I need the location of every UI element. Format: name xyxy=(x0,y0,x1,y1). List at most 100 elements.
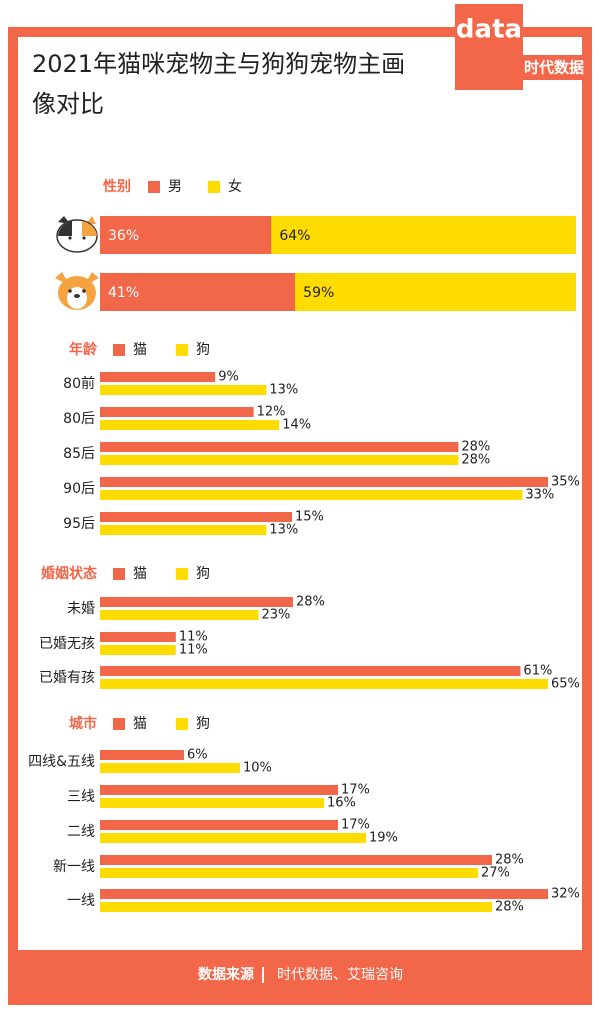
legend-label: 狗 xyxy=(196,716,210,732)
category-label: 一线 xyxy=(67,893,95,909)
logo-name-block xyxy=(518,55,590,80)
value-label: 28% xyxy=(296,595,325,610)
category-label: 四线&五线 xyxy=(28,754,95,770)
logo-name: 时代数据 xyxy=(524,59,584,77)
separator xyxy=(262,967,264,983)
source-label: 数据来源 xyxy=(198,966,254,983)
bar-segment xyxy=(100,216,272,254)
value-label: 11% xyxy=(179,643,208,658)
bar xyxy=(100,679,548,689)
value-label: 16% xyxy=(327,796,356,811)
bar xyxy=(100,750,184,760)
legend-label: 猫 xyxy=(133,716,147,732)
value-label: 9% xyxy=(218,370,239,385)
legend-label: 男 xyxy=(168,179,182,195)
bar-segment xyxy=(100,273,296,311)
bar-segment xyxy=(295,273,576,311)
legend-label: 狗 xyxy=(196,342,210,358)
legend-swatch xyxy=(113,718,125,730)
value-label: 10% xyxy=(243,761,272,776)
legend-label: 猫 xyxy=(133,342,147,358)
value-label: 15% xyxy=(295,510,324,525)
category-label: 新一线 xyxy=(53,859,95,875)
value-label: 12% xyxy=(257,405,286,420)
legend-label: 猫 xyxy=(133,566,147,582)
bar xyxy=(100,477,548,487)
bar xyxy=(100,442,459,452)
value-label: 11% xyxy=(179,630,208,645)
value-label: 35% xyxy=(551,475,580,490)
cat-icon xyxy=(56,216,98,253)
legend-swatch xyxy=(208,181,220,193)
value-label: 27% xyxy=(481,866,510,881)
bar xyxy=(100,372,216,382)
category-label: 80前 xyxy=(63,375,95,392)
value-label: 6% xyxy=(187,748,208,763)
dog-icon xyxy=(55,272,99,310)
bar xyxy=(100,597,293,607)
value-label: 32% xyxy=(551,887,580,902)
bar xyxy=(100,632,176,642)
bar xyxy=(100,455,459,465)
value-label: 14% xyxy=(282,418,311,433)
value-label: 17% xyxy=(341,783,370,798)
category-label: 已婚有孩 xyxy=(39,670,95,686)
category-label: 二线 xyxy=(67,824,95,840)
bar xyxy=(100,525,267,535)
category-label: 三线 xyxy=(67,789,95,805)
bar xyxy=(100,610,259,620)
bar xyxy=(100,407,254,417)
logo-block xyxy=(455,4,523,90)
value-label: 61% xyxy=(523,664,552,679)
bar xyxy=(100,490,523,500)
bar xyxy=(100,763,240,773)
value-label: 33% xyxy=(525,488,554,503)
value-label: 28% xyxy=(495,900,524,915)
value-label: 17% xyxy=(341,818,370,833)
value-label: 19% xyxy=(369,831,398,846)
bar xyxy=(100,645,176,655)
legend-title: 城市 xyxy=(69,715,97,732)
category-label: 95后 xyxy=(63,516,95,532)
value-label: 23% xyxy=(262,608,291,623)
title: 2021年猫咪宠物主与狗狗宠物主画像对比 xyxy=(32,50,406,118)
bar xyxy=(100,785,338,795)
legend-title: 年龄 xyxy=(69,341,98,358)
legend-swatch xyxy=(176,344,188,356)
legend-swatch xyxy=(148,181,160,193)
logo-mark: data xyxy=(456,15,522,45)
value-label: 28% xyxy=(461,440,490,455)
value-label: 13% xyxy=(269,523,298,538)
bar xyxy=(100,666,521,676)
value-label: 28% xyxy=(461,453,490,468)
category-label: 85后 xyxy=(63,446,95,462)
bar xyxy=(100,868,478,878)
legend-title: 婚姻状态 xyxy=(41,565,97,582)
value-label: 59% xyxy=(303,285,334,301)
bar xyxy=(100,855,492,865)
legend-swatch xyxy=(113,568,125,580)
legend-swatch xyxy=(113,344,125,356)
legend-label: 女 xyxy=(228,178,242,195)
legend-swatch xyxy=(176,568,188,580)
value-label: 64% xyxy=(279,228,310,244)
bar xyxy=(100,889,548,899)
bar xyxy=(100,385,267,395)
bar xyxy=(100,512,292,522)
value-label: 41% xyxy=(108,285,139,301)
bar xyxy=(100,420,280,430)
legend-swatch xyxy=(176,718,188,730)
bar xyxy=(100,798,324,808)
source: 时代数据、艾瑞咨询 xyxy=(277,967,403,983)
bar xyxy=(100,820,338,830)
bar xyxy=(100,902,492,912)
bar xyxy=(100,833,366,843)
category-label: 未婚 xyxy=(67,601,95,617)
value-label: 28% xyxy=(495,853,524,868)
bar-segment xyxy=(271,216,576,254)
legend-label: 狗 xyxy=(196,566,210,582)
value-label: 36% xyxy=(108,228,139,244)
value-label: 65% xyxy=(551,677,580,692)
